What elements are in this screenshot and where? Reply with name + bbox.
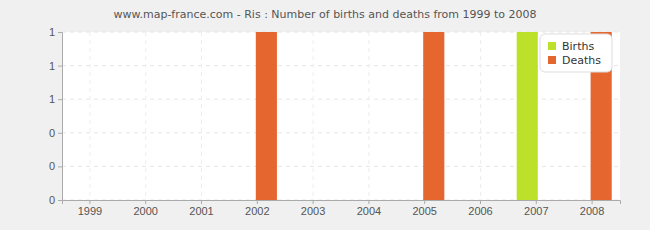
tick: 1 xyxy=(49,26,62,38)
tick-mark xyxy=(424,200,425,204)
tick-mark xyxy=(58,200,62,201)
grid xyxy=(62,32,620,200)
grid-line xyxy=(368,32,369,200)
tick: 2005 xyxy=(412,200,436,217)
legend-label: Deaths xyxy=(562,54,601,67)
x-axis: 1999 2000 2001 2002 2003 2004 2005 2006 2007 2008 xyxy=(63,200,621,217)
legend-swatch xyxy=(548,42,556,50)
tick-mark xyxy=(58,166,62,167)
tick-label: 2008 xyxy=(580,205,604,217)
tick-mark xyxy=(592,200,593,204)
tick-label: 1 xyxy=(49,60,55,72)
bar xyxy=(239,199,257,201)
plot: 0 0 0 1 1 1 1999 2000 2001 2002 2003 2004 2005 2006 20… xyxy=(49,26,621,217)
tick-label: 1999 xyxy=(78,205,102,217)
bar xyxy=(183,199,201,201)
tick: 0 xyxy=(49,160,62,172)
tick: 2006 xyxy=(468,200,492,217)
y-axis: 0 0 0 1 1 1 xyxy=(49,26,63,206)
tick: 0 xyxy=(49,127,62,139)
plot-area xyxy=(62,32,620,200)
tick-label: 0 xyxy=(49,194,55,206)
tick-mark xyxy=(58,133,62,134)
bar xyxy=(462,199,480,201)
tick-label: 2002 xyxy=(245,205,269,217)
bar xyxy=(481,199,499,201)
tick-label: 1 xyxy=(49,93,55,105)
grid-line xyxy=(145,32,146,200)
chart: www.map-france.com - Ris : Number of bir… xyxy=(0,0,650,230)
tick-label: 2006 xyxy=(468,205,492,217)
tick-mark xyxy=(257,200,258,204)
tick-label: 2005 xyxy=(412,205,436,217)
tick-mark xyxy=(58,99,62,100)
bar xyxy=(425,32,443,200)
tick-mark xyxy=(145,200,146,204)
tick-mark xyxy=(313,200,314,204)
tick-label: 1 xyxy=(49,26,55,38)
tick-mark xyxy=(480,200,481,204)
tick: 2002 xyxy=(245,200,269,217)
grid-line xyxy=(89,32,90,200)
tick-label: 2001 xyxy=(189,205,213,217)
legend-box xyxy=(540,34,612,72)
bar xyxy=(90,199,108,201)
tick-mark xyxy=(201,200,202,204)
tick: 1999 xyxy=(78,200,102,217)
bar xyxy=(313,199,331,201)
tick-mark xyxy=(58,32,62,33)
legend-item: Deaths xyxy=(548,54,601,67)
bar xyxy=(146,199,164,201)
tick: 0 xyxy=(49,194,62,206)
bar xyxy=(536,199,554,201)
axis-line xyxy=(58,33,63,201)
grid-line xyxy=(313,32,314,200)
background xyxy=(0,0,650,230)
axis-line xyxy=(63,201,621,205)
bar xyxy=(257,32,275,200)
bar xyxy=(574,199,592,201)
tick: 2008 xyxy=(580,200,604,217)
tick-mark xyxy=(536,200,537,204)
tick-label: 2003 xyxy=(301,205,325,217)
tick: 2000 xyxy=(133,200,157,217)
tick-label: 0 xyxy=(49,127,55,139)
tick-mark xyxy=(89,200,90,204)
grid-line xyxy=(480,32,481,200)
tick: 2007 xyxy=(524,200,548,217)
tick: 2001 xyxy=(189,200,213,217)
bar xyxy=(202,199,220,201)
bar xyxy=(128,199,146,201)
title: www.map-france.com - Ris : Number of bir… xyxy=(113,8,536,21)
tick-label: 2000 xyxy=(133,205,157,217)
bar xyxy=(369,199,387,201)
bar xyxy=(407,199,425,201)
legend-swatch xyxy=(548,56,556,64)
tick: 2003 xyxy=(301,200,325,217)
tick: 1 xyxy=(49,60,62,72)
tick: 1 xyxy=(49,93,62,105)
tick-label: 0 xyxy=(49,160,55,172)
legend-item: Births xyxy=(548,40,594,53)
tick-label: 2007 xyxy=(524,205,548,217)
tick-mark xyxy=(58,66,62,67)
legend: BirthsDeaths xyxy=(540,34,612,72)
bar xyxy=(351,199,369,201)
tick: 2004 xyxy=(357,200,381,217)
grid-line xyxy=(201,32,202,200)
bar xyxy=(295,199,313,201)
tick-label: 2004 xyxy=(357,205,381,217)
tick-mark xyxy=(368,200,369,204)
bar xyxy=(518,32,536,200)
legend-label: Births xyxy=(562,40,594,53)
bar xyxy=(72,199,90,201)
